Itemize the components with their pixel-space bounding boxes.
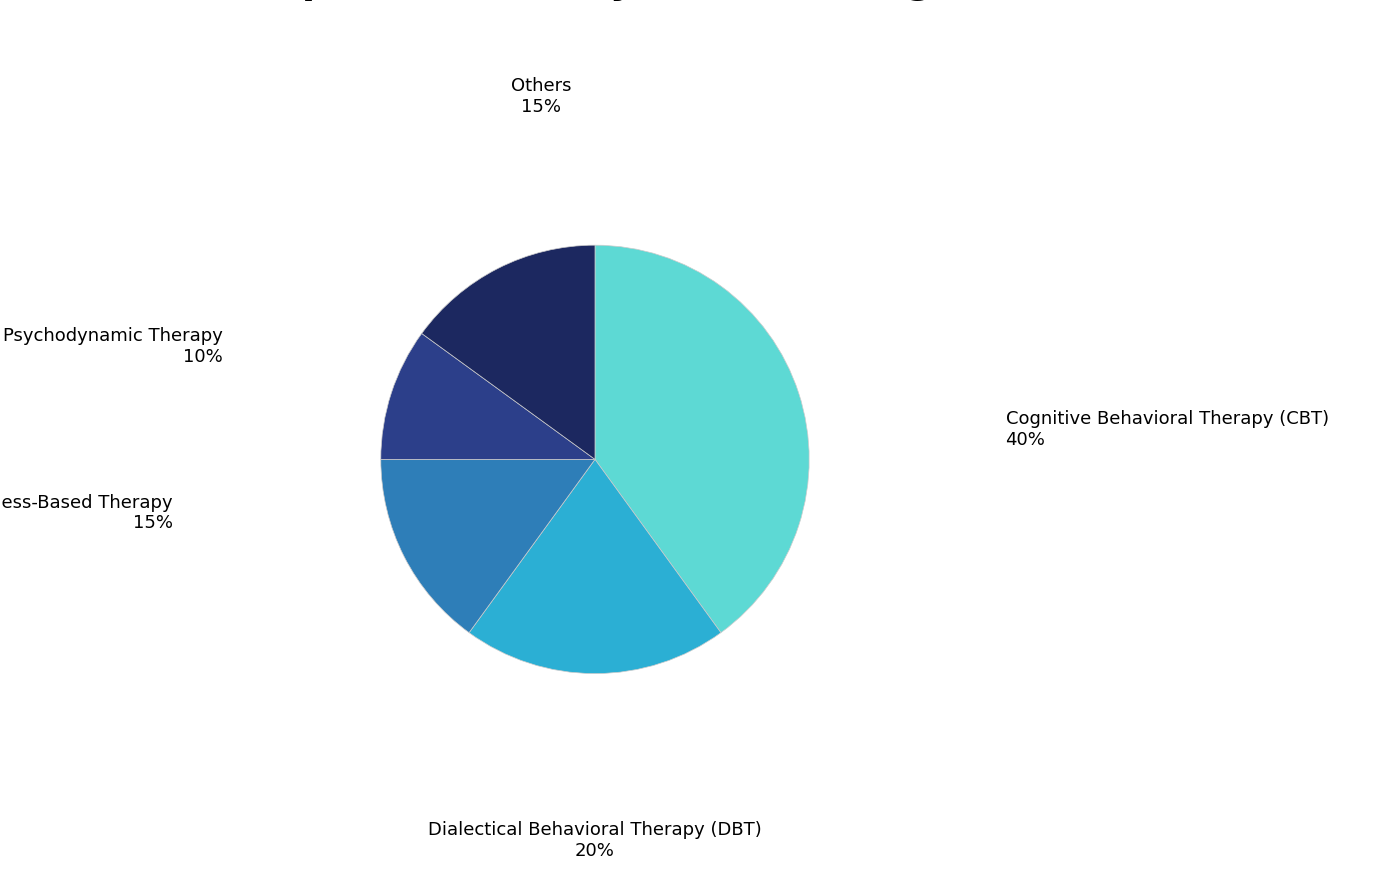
Wedge shape [381,459,595,633]
Wedge shape [469,459,721,674]
Text: Psychodynamic Therapy
10%: Psychodynamic Therapy 10% [3,327,223,366]
Wedge shape [595,245,809,633]
Text: Others
15%: Others 15% [511,77,571,116]
Text: Mindfulness-Based Therapy
15%: Mindfulness-Based Therapy 15% [0,493,172,532]
Title: Therapies Commonly Used In Gurgaon: Therapies Commonly Used In Gurgaon [176,0,1014,1]
Wedge shape [421,245,595,459]
Text: Dialectical Behavioral Therapy (DBT)
20%: Dialectical Behavioral Therapy (DBT) 20% [428,821,762,859]
Wedge shape [381,333,595,459]
Text: Cognitive Behavioral Therapy (CBT)
40%: Cognitive Behavioral Therapy (CBT) 40% [1005,410,1329,449]
